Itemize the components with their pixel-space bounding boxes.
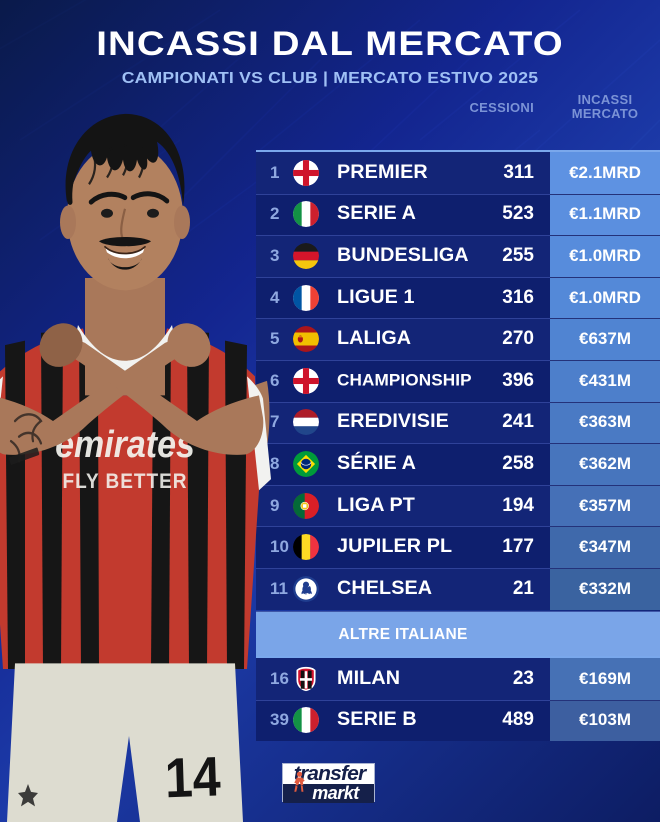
svg-text:14: 14: [164, 746, 222, 810]
svg-text:FLY BETTER: FLY BETTER: [63, 470, 188, 493]
